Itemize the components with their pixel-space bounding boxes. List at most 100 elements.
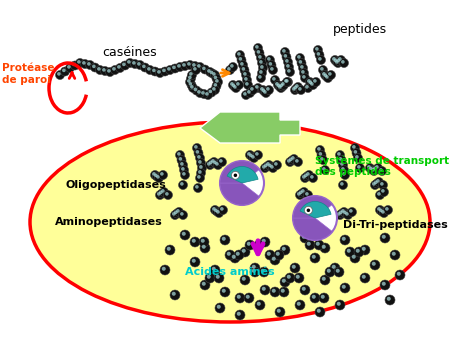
Circle shape — [165, 192, 168, 196]
Circle shape — [304, 174, 308, 177]
Circle shape — [241, 90, 251, 100]
Circle shape — [380, 233, 390, 243]
Circle shape — [275, 82, 284, 91]
Circle shape — [254, 240, 264, 250]
Circle shape — [313, 79, 317, 83]
Circle shape — [179, 166, 189, 174]
Circle shape — [225, 66, 235, 74]
Circle shape — [192, 259, 196, 263]
Circle shape — [300, 65, 304, 69]
Circle shape — [196, 88, 205, 98]
Circle shape — [297, 58, 306, 68]
Circle shape — [220, 173, 230, 183]
Circle shape — [340, 235, 350, 245]
Wedge shape — [300, 202, 331, 218]
Circle shape — [247, 90, 251, 94]
Circle shape — [163, 190, 173, 200]
Circle shape — [319, 155, 328, 165]
Circle shape — [255, 152, 259, 156]
Circle shape — [208, 69, 217, 78]
Circle shape — [157, 70, 161, 74]
Circle shape — [211, 159, 215, 163]
Circle shape — [247, 152, 251, 156]
Circle shape — [196, 150, 199, 154]
Circle shape — [230, 82, 234, 86]
Circle shape — [295, 159, 299, 163]
Circle shape — [102, 68, 106, 72]
Circle shape — [285, 63, 293, 71]
Circle shape — [332, 265, 336, 269]
Circle shape — [222, 289, 226, 293]
Circle shape — [371, 168, 375, 172]
Circle shape — [200, 243, 210, 253]
Circle shape — [284, 79, 288, 83]
Circle shape — [280, 81, 289, 89]
Circle shape — [307, 242, 311, 246]
Circle shape — [252, 269, 256, 273]
Circle shape — [180, 182, 184, 186]
Circle shape — [307, 79, 316, 88]
Circle shape — [357, 165, 361, 169]
Circle shape — [324, 73, 332, 83]
Circle shape — [303, 84, 313, 92]
Circle shape — [245, 240, 255, 250]
Circle shape — [135, 61, 145, 69]
Circle shape — [341, 60, 345, 64]
Circle shape — [376, 179, 380, 183]
Circle shape — [218, 157, 226, 167]
Text: Aminopeptidases: Aminopeptidases — [55, 217, 163, 227]
Circle shape — [222, 237, 226, 241]
Circle shape — [213, 160, 217, 164]
Circle shape — [250, 267, 260, 277]
Circle shape — [167, 247, 171, 251]
Circle shape — [332, 57, 341, 66]
Circle shape — [255, 45, 259, 49]
Circle shape — [259, 60, 263, 64]
Text: Systèmes de transport
des peptides: Systèmes de transport des peptides — [315, 155, 449, 177]
Circle shape — [158, 170, 168, 180]
Circle shape — [187, 62, 190, 66]
Circle shape — [356, 164, 364, 172]
Circle shape — [140, 63, 150, 72]
Circle shape — [268, 164, 272, 167]
Circle shape — [337, 155, 346, 165]
Circle shape — [212, 159, 220, 168]
Circle shape — [255, 49, 264, 57]
Circle shape — [300, 68, 308, 78]
Circle shape — [208, 89, 212, 93]
Circle shape — [161, 189, 165, 193]
Circle shape — [270, 255, 280, 265]
Circle shape — [295, 84, 299, 88]
Circle shape — [258, 85, 268, 95]
Circle shape — [262, 239, 266, 243]
Circle shape — [274, 162, 278, 166]
Circle shape — [212, 74, 221, 83]
Circle shape — [211, 70, 219, 80]
Circle shape — [266, 162, 270, 166]
Circle shape — [246, 295, 250, 299]
Circle shape — [317, 52, 320, 56]
Circle shape — [287, 156, 297, 165]
Circle shape — [157, 192, 161, 196]
Circle shape — [230, 175, 234, 179]
Circle shape — [240, 66, 249, 74]
Text: caséines: caséines — [103, 46, 157, 58]
Circle shape — [296, 190, 304, 200]
Circle shape — [125, 58, 134, 68]
Circle shape — [322, 72, 331, 81]
Circle shape — [261, 269, 265, 273]
Circle shape — [337, 212, 341, 216]
Circle shape — [337, 302, 341, 306]
Circle shape — [192, 239, 196, 243]
Circle shape — [244, 81, 252, 89]
Circle shape — [325, 267, 335, 277]
Circle shape — [276, 84, 285, 92]
Circle shape — [260, 87, 263, 91]
Circle shape — [290, 263, 300, 273]
Circle shape — [212, 207, 216, 211]
Circle shape — [274, 81, 282, 89]
Text: Protéase
de paroi: Protéase de paroi — [2, 63, 55, 85]
Circle shape — [339, 210, 343, 214]
Circle shape — [256, 242, 260, 246]
Circle shape — [280, 84, 283, 87]
